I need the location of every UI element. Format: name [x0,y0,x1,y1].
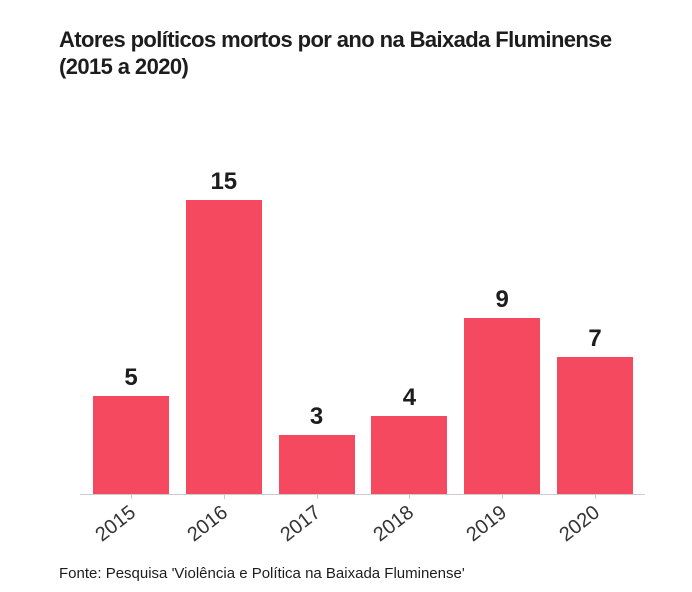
bar-2019 [464,317,541,494]
x-axis-tick-2015 [131,494,132,499]
chart-title-line-1: Atores políticos mortos por ano na Baixa… [59,27,612,52]
chart-title-line-2: (2015 a 2020) [59,54,189,79]
x-axis-tick-2019 [502,494,504,499]
bar-value-label-2019: 9 [495,285,509,313]
x-axis-label-2020: 2020 [554,501,604,547]
x-axis-label-2017: 2017 [276,501,326,547]
x-axis-label-2019: 2019 [462,501,511,547]
bar-value-label-2015: 5 [124,364,138,391]
bar-2018 [371,415,448,494]
bar-value-label-2020: 7 [588,324,602,352]
bar-2015 [93,396,169,494]
x-axis-label-2016: 2016 [183,501,233,547]
x-axis-tick-2017 [316,494,318,499]
bar-2016 [185,200,262,494]
x-axis-label-2018: 2018 [369,501,418,547]
bar-value-label-2017: 3 [309,403,324,431]
x-axis-tick-2018 [409,494,411,499]
bar-2020 [557,356,633,494]
x-axis-tick-2016 [223,494,225,499]
bar-2017 [278,435,355,494]
x-axis-label-2015: 2015 [90,501,140,547]
source-note: Fonte: Pesquisa 'Violência e Política na… [59,565,465,582]
chart-title: Atores políticos mortos por ano na Baixa… [59,26,612,80]
bar-chart-plot-area: 5 2015 15 2016 3 2017 4 2018 9 2019 7 2020 [80,160,645,546]
bar-value-label-2016: 15 [210,168,238,195]
bar-value-label-2018: 4 [402,383,417,411]
x-axis-tick-2020 [595,494,596,499]
